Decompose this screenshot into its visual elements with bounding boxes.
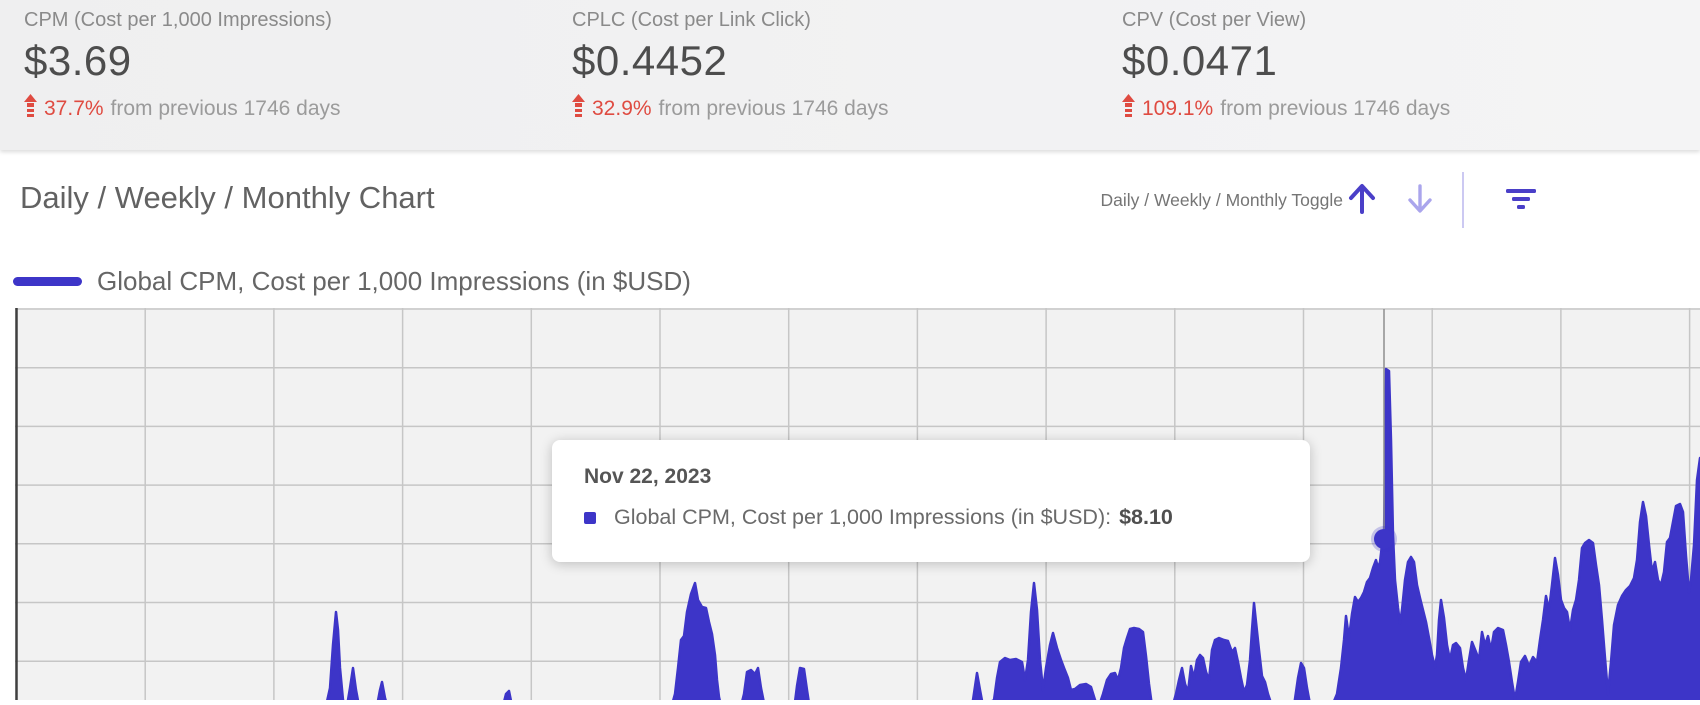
- kpi-value: $0.0471: [1122, 37, 1278, 84]
- kpi-change: 32.9% from previous 1746 days: [572, 94, 889, 124]
- kpi-change-suffix: from previous 1746 days: [110, 97, 341, 120]
- controls-divider: [1462, 172, 1464, 228]
- kpi-value: $0.4452: [572, 37, 728, 84]
- tooltip-series-label: Global CPM, Cost per 1,000 Impressions (…: [614, 505, 1112, 529]
- series-bullet-icon: [584, 511, 596, 524]
- kpi-change-suffix: from previous 1746 days: [1220, 97, 1451, 120]
- kpi-change: 109.1% from previous 1746 days: [1122, 94, 1450, 124]
- arrow-up-icon: [1345, 181, 1379, 220]
- toggle-down-button[interactable]: [1405, 182, 1435, 219]
- kpi-card-cpv: CPV (Cost per View) $0.0471 109.1% from …: [1122, 0, 1450, 150]
- chart-title: Daily / Weekly / Monthly Chart: [20, 180, 435, 215]
- tooltip-value: $8.10: [1119, 505, 1173, 529]
- kpi-change-percent: 109.1%: [1142, 97, 1214, 120]
- legend-label: Global CPM, Cost per 1,000 Impressions (…: [97, 266, 691, 296]
- tooltip-series-row: Global CPM, Cost per 1,000 Impressions (…: [584, 505, 1280, 530]
- kpi-label: CPV (Cost per View): [1122, 9, 1307, 31]
- increase-arrow-icon: [572, 94, 585, 124]
- kpi-value: $3.69: [24, 37, 132, 84]
- chart-tooltip: Nov 22, 2023 Global CPM, Cost per 1,000 …: [552, 440, 1310, 562]
- increase-arrow-icon: [24, 94, 37, 124]
- kpi-change-percent: 32.9%: [592, 97, 652, 120]
- tooltip-date: Nov 22, 2023: [584, 465, 712, 488]
- filter-button[interactable]: [1504, 186, 1538, 215]
- toggle-label: Daily / Weekly / Monthly Toggle: [1100, 189, 1343, 210]
- chart-controls: Daily / Weekly / Monthly Toggle: [1100, 170, 1538, 230]
- kpi-change-percent: 37.7%: [44, 97, 104, 120]
- legend[interactable]: Global CPM, Cost per 1,000 Impressions (…: [13, 266, 691, 297]
- kpi-strip: CPM (Cost per 1,000 Impressions) $3.69 3…: [0, 0, 1700, 150]
- increase-arrow-icon: [1122, 94, 1135, 124]
- cpm-line-chart: [15, 308, 1700, 705]
- kpi-card-cpm: CPM (Cost per 1,000 Impressions) $3.69 3…: [24, 0, 341, 150]
- toggle-up-button[interactable]: [1345, 181, 1379, 220]
- kpi-label: CPLC (Cost per Link Click): [572, 9, 811, 31]
- kpi-change-suffix: from previous 1746 days: [658, 97, 889, 120]
- legend-line-swatch: [13, 277, 82, 286]
- line-chart-plot-area[interactable]: Nov 22, 2023 Global CPM, Cost per 1,000 …: [0, 308, 1700, 705]
- arrow-down-icon: [1405, 182, 1435, 219]
- filter-icon: [1504, 186, 1538, 215]
- kpi-card-cplc: CPLC (Cost per Link Click) $0.4452 32.9%…: [572, 0, 889, 150]
- kpi-change: 37.7% from previous 1746 days: [24, 94, 341, 124]
- kpi-label: CPM (Cost per 1,000 Impressions): [24, 9, 332, 31]
